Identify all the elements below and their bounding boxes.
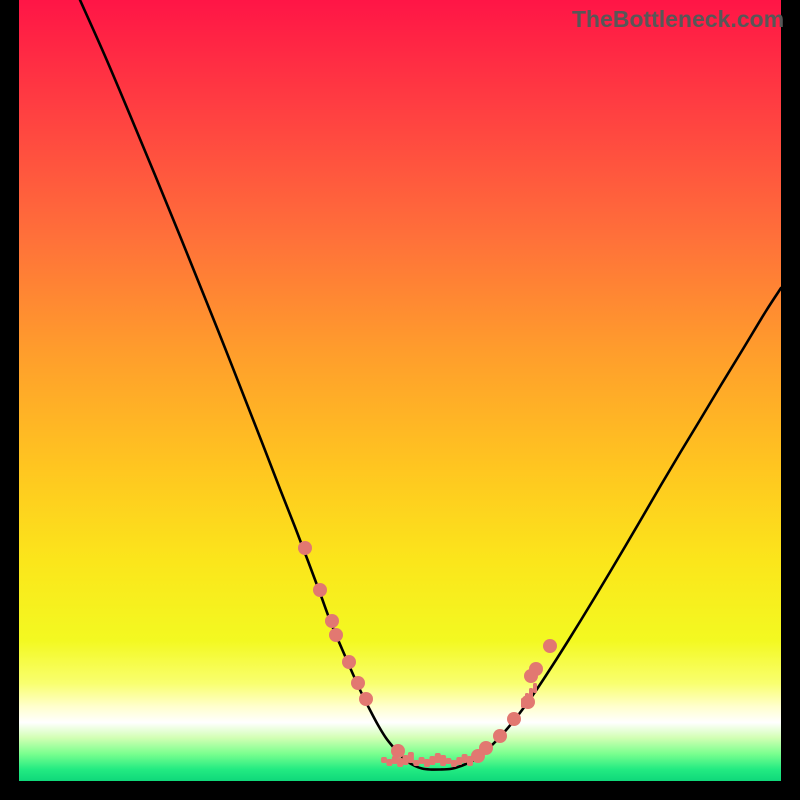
marker-dot <box>325 614 339 628</box>
marker-dot <box>529 662 543 676</box>
marker-tick <box>525 693 529 703</box>
marker-dot <box>298 541 312 555</box>
marker-tick <box>386 759 392 766</box>
marker-dot <box>493 729 507 743</box>
marker-tick <box>435 753 441 763</box>
marker-tick <box>403 755 409 765</box>
marker-tick <box>381 757 387 763</box>
marker-tick <box>429 756 435 765</box>
marker-tick <box>462 754 468 763</box>
marker-dot <box>342 655 356 669</box>
marker-tick <box>533 683 537 693</box>
watermark-text: TheBottleneck.com <box>572 6 784 33</box>
marker-tick <box>451 760 457 767</box>
marker-tick <box>392 756 398 764</box>
marker-dot <box>359 692 373 706</box>
frame-left <box>0 0 19 800</box>
chart-svg <box>0 0 800 800</box>
marker-dot <box>507 712 521 726</box>
bottleneck-curve <box>80 0 781 770</box>
marker-dot <box>329 628 343 642</box>
marker-tick <box>467 756 473 766</box>
marker-dot <box>351 676 365 690</box>
marker-tick <box>397 758 403 767</box>
marker-tick <box>413 760 419 766</box>
marker-tick <box>419 757 425 764</box>
frame-bottom <box>0 781 800 800</box>
marker-dot <box>543 639 557 653</box>
marker-tick <box>440 755 446 766</box>
frame-right <box>781 0 800 800</box>
marker-dot <box>313 583 327 597</box>
marker-dot <box>479 741 493 755</box>
marker-tick <box>521 698 525 708</box>
marker-tick <box>456 757 462 765</box>
marker-tick <box>446 758 452 764</box>
marker-tick <box>529 688 533 698</box>
marker-tick <box>408 752 414 763</box>
marker-tick <box>424 759 430 767</box>
